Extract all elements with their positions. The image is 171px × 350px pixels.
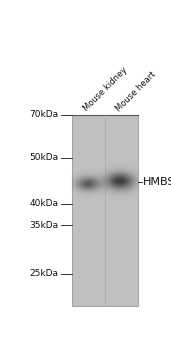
Text: 70kDa: 70kDa: [29, 110, 58, 119]
Text: 50kDa: 50kDa: [29, 153, 58, 162]
Text: Mouse kidney: Mouse kidney: [82, 66, 129, 113]
Text: 35kDa: 35kDa: [29, 221, 58, 230]
Text: Mouse heart: Mouse heart: [114, 70, 157, 113]
Bar: [72, 115, 138, 306]
Text: 40kDa: 40kDa: [29, 199, 58, 208]
Text: HMBS: HMBS: [143, 177, 171, 187]
Text: 25kDa: 25kDa: [29, 269, 58, 278]
